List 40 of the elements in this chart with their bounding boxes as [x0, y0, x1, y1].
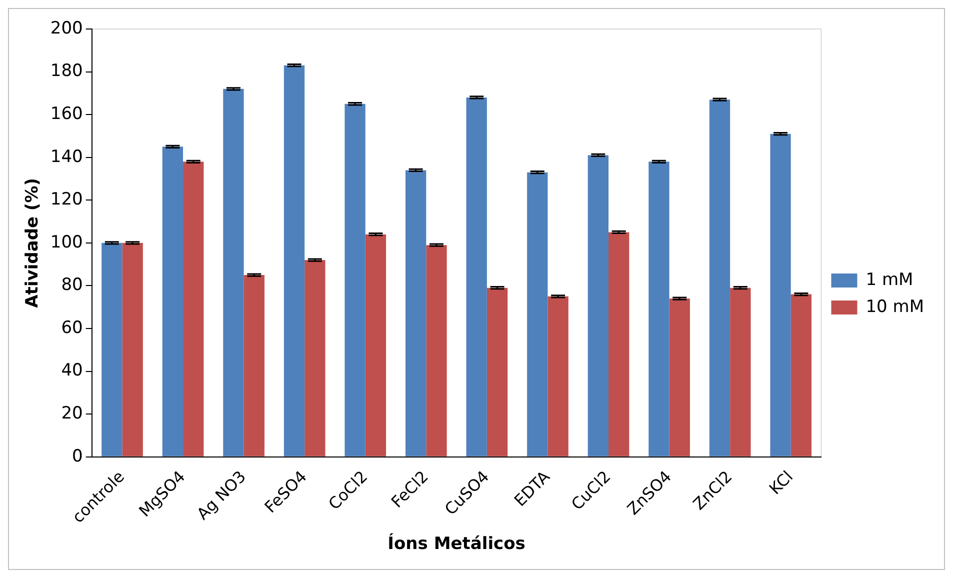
- y-tick-label: 180: [50, 61, 83, 82]
- bar: [669, 298, 690, 456]
- bar: [365, 234, 386, 456]
- bar: [162, 146, 184, 456]
- y-tick-label: 20: [61, 403, 83, 424]
- bar: [486, 288, 508, 456]
- bar: [244, 275, 264, 456]
- bar: [183, 162, 204, 456]
- bar: [608, 232, 630, 456]
- y-tick-label: 100: [50, 232, 83, 252]
- legend-label: 10 mM: [866, 296, 924, 317]
- bar: [344, 104, 366, 456]
- bar: [548, 296, 568, 456]
- y-tick-label: 0: [72, 446, 83, 466]
- bar: [709, 100, 730, 456]
- y-tick-label: 200: [50, 18, 83, 38]
- bar: [466, 97, 487, 456]
- bar: [102, 242, 122, 456]
- legend-label: 1 mM: [866, 270, 914, 290]
- bar: [770, 134, 791, 456]
- y-tick-label: 160: [50, 104, 83, 124]
- y-tick-label: 40: [61, 360, 83, 381]
- x-tick-label: KCl: [765, 466, 797, 498]
- y-tick-label: 80: [61, 275, 83, 296]
- bar: [527, 172, 548, 456]
- bar: [304, 260, 326, 456]
- y-tick-label: 140: [50, 146, 83, 167]
- x-axis-title: Íons Metálicos: [388, 533, 526, 554]
- y-tick-label: 120: [50, 190, 83, 210]
- y-tick-label: 60: [61, 318, 83, 338]
- bar: [730, 288, 751, 456]
- bar: [648, 162, 670, 456]
- bar: [588, 155, 608, 456]
- bar: [426, 245, 447, 456]
- y-axis-title: Atividade (%): [22, 178, 43, 308]
- bar: [405, 170, 426, 456]
- bar: [122, 242, 143, 456]
- bar: [790, 294, 812, 456]
- bar: [284, 65, 305, 456]
- bar: [223, 88, 244, 456]
